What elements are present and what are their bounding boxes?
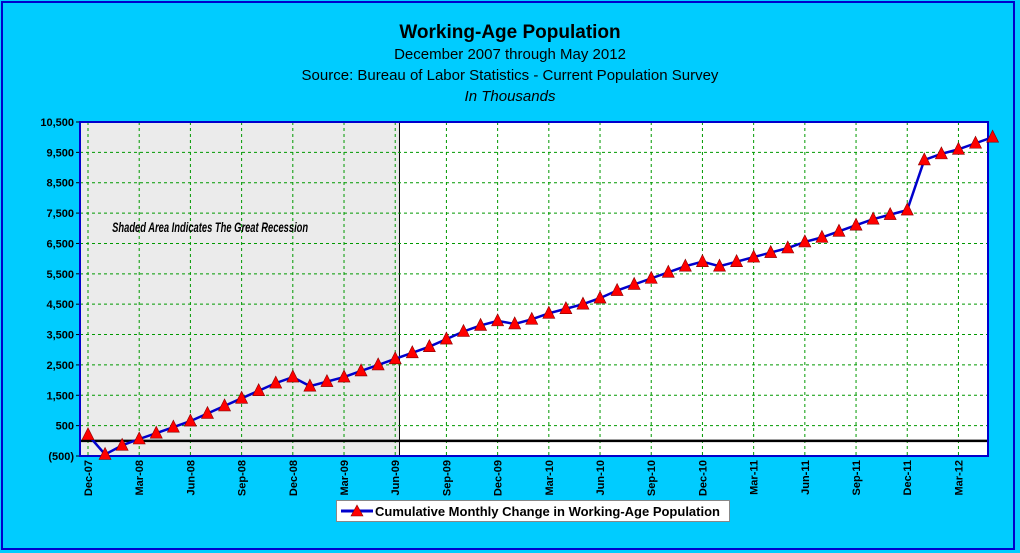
data-point-marker (183, 413, 197, 427)
data-point-marker (337, 369, 351, 383)
x-tick-label: Dec-09 (493, 460, 505, 496)
data-point-marker (439, 331, 453, 345)
data-point-marker (252, 383, 266, 397)
data-point-marker (218, 398, 232, 412)
recession-annotation: Shaded Area Indicates The Great Recessio… (112, 219, 308, 235)
data-point-marker (798, 234, 812, 248)
data-point-marker (269, 375, 283, 389)
data-point-marker (303, 378, 317, 392)
data-point-marker (883, 206, 897, 220)
data-point-marker (320, 373, 334, 387)
data-point-marker (166, 419, 180, 433)
data-point-marker (286, 369, 300, 383)
x-tick-label: Sep-08 (237, 460, 249, 496)
data-point-marker (149, 425, 163, 439)
data-point-marker (969, 135, 983, 149)
data-point-marker (986, 129, 1000, 143)
data-point-marker (661, 264, 675, 278)
plot-border (79, 121, 989, 457)
x-tick-label: Sep-11 (851, 460, 863, 495)
data-point-marker (388, 351, 402, 365)
x-tick-label: Sep-10 (646, 460, 658, 496)
recession-shade (79, 121, 400, 457)
data-point-marker (354, 363, 368, 377)
x-tick-label: Mar-10 (544, 460, 556, 495)
data-point-marker (730, 254, 744, 267)
data-point-marker (917, 152, 931, 166)
data-point-marker (81, 427, 95, 441)
x-tick-label: Mar-12 (953, 460, 965, 495)
data-point-marker (764, 244, 778, 258)
y-tick-label: (500) (48, 451, 74, 463)
data-point-marker (713, 258, 726, 272)
data-point-marker (132, 431, 146, 445)
data-point-marker (849, 217, 863, 231)
data-point-marker (747, 249, 761, 263)
x-tick-label: Jun-10 (595, 460, 607, 495)
data-point-marker (200, 405, 214, 419)
data-point-marker (457, 323, 470, 337)
x-tick-label: Dec-11 (902, 460, 914, 495)
y-tick-label: 5,500 (46, 269, 74, 281)
chart-subtitle-units: In Thousands (464, 88, 556, 105)
data-point-marker (610, 282, 624, 296)
data-point-marker (644, 270, 658, 284)
data-point-marker (934, 146, 948, 160)
x-tick-label: Jun-09 (390, 460, 402, 495)
data-point-marker (235, 390, 249, 404)
x-tick-label: Dec-10 (697, 460, 709, 496)
data-point-marker (405, 345, 419, 359)
data-point-marker (371, 357, 385, 371)
y-tick-label: 9,500 (46, 147, 74, 159)
data-point-marker (559, 301, 573, 315)
data-point-marker (951, 141, 965, 155)
data-point-marker (491, 313, 505, 327)
data-point-marker (815, 229, 829, 243)
data-point-marker (695, 254, 709, 267)
y-tick-label: 7,500 (46, 208, 74, 220)
data-point-marker (593, 290, 607, 304)
data-point-marker (98, 446, 112, 460)
y-tick-label: 6,500 (46, 238, 74, 250)
x-tick-label: Mar-09 (339, 460, 351, 495)
y-tick-label: 4,500 (46, 299, 74, 311)
data-point-marker (576, 296, 590, 310)
y-tick-label: 2,500 (46, 360, 74, 372)
x-tick-label: Dec-08 (288, 460, 300, 496)
y-tick-label: 500 (56, 421, 74, 433)
data-point-marker (508, 316, 522, 330)
y-tick-label: 1,500 (46, 390, 74, 402)
data-point-marker (866, 211, 880, 225)
chart-title: Working-Age Population (399, 22, 621, 43)
x-tick-label: Jun-08 (185, 460, 197, 495)
x-tick-label: Mar-08 (134, 460, 146, 495)
x-tick-label: Mar-11 (749, 460, 761, 495)
legend-label: Cumulative Monthly Change in Working-Age… (375, 503, 720, 519)
x-tick-label: Jun-11 (800, 460, 812, 495)
data-point-marker (781, 240, 795, 254)
data-point-marker (474, 317, 488, 331)
y-tick-label: 8,500 (46, 178, 74, 190)
chart-subtitle-dates: December 2007 through May 2012 (394, 46, 626, 63)
x-tick-label: Dec-07 (83, 460, 95, 496)
x-tick-label: Sep-09 (441, 460, 453, 496)
data-point-marker (678, 258, 692, 272)
y-tick-label: 10,500 (40, 117, 74, 129)
data-point-marker (627, 276, 641, 290)
y-tick-label: 3,500 (46, 330, 74, 342)
legend-swatch (341, 504, 373, 517)
data-point-marker (832, 223, 846, 237)
data-point-marker (542, 305, 556, 319)
data-point-marker (900, 202, 914, 216)
data-point-marker (115, 437, 129, 451)
data-point-marker (525, 311, 539, 325)
chart-subtitle-source: Source: Bureau of Labor Statistics - Cur… (301, 67, 719, 84)
chart-legend: Cumulative Monthly Change in Working-Age… (336, 500, 730, 522)
data-point-marker (422, 339, 436, 352)
